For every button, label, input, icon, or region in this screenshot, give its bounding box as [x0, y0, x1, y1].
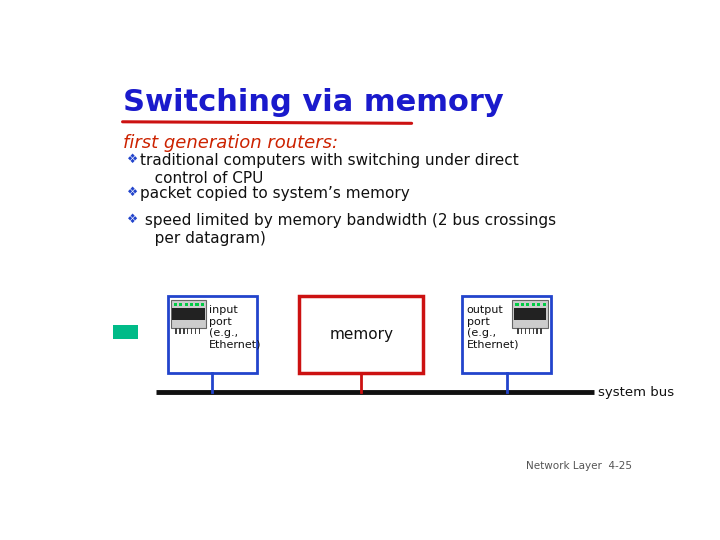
- Bar: [172, 308, 204, 320]
- Bar: [521, 303, 524, 306]
- Bar: [525, 328, 526, 334]
- Text: first generation routers:: first generation routers:: [122, 134, 338, 152]
- Bar: [175, 328, 177, 334]
- Bar: [462, 296, 551, 373]
- Bar: [543, 303, 546, 306]
- Text: Network Layer  4-25: Network Layer 4-25: [526, 461, 632, 471]
- Text: input
port
(e.g.,
Ethernet): input port (e.g., Ethernet): [210, 305, 262, 350]
- Bar: [514, 308, 546, 320]
- Bar: [179, 328, 181, 334]
- Text: traditional computers with switching under direct
   control of CPU: traditional computers with switching und…: [140, 153, 519, 186]
- Bar: [187, 328, 189, 334]
- Bar: [526, 303, 529, 306]
- Text: Switching via memory: Switching via memory: [122, 88, 503, 117]
- Bar: [516, 303, 518, 306]
- Text: ❖: ❖: [127, 213, 138, 226]
- Bar: [536, 328, 538, 334]
- Bar: [179, 303, 182, 306]
- Text: ❖: ❖: [127, 153, 138, 166]
- Bar: [533, 328, 534, 334]
- Bar: [201, 303, 204, 306]
- Bar: [113, 325, 138, 339]
- Bar: [168, 296, 256, 373]
- Bar: [199, 328, 200, 334]
- Bar: [300, 296, 423, 373]
- Bar: [183, 328, 184, 334]
- Bar: [528, 328, 530, 334]
- Bar: [521, 328, 523, 334]
- Bar: [540, 328, 542, 334]
- Text: speed limited by memory bandwidth (2 bus crossings
   per datagram): speed limited by memory bandwidth (2 bus…: [140, 213, 557, 246]
- Bar: [195, 303, 199, 306]
- Bar: [171, 300, 206, 328]
- Bar: [190, 303, 193, 306]
- Bar: [174, 303, 177, 306]
- Text: output
port
(e.g.,
Ethernet): output port (e.g., Ethernet): [467, 305, 519, 350]
- Bar: [513, 300, 548, 328]
- Bar: [517, 328, 518, 334]
- Text: system bus: system bus: [598, 386, 674, 399]
- Bar: [191, 328, 192, 334]
- Bar: [184, 303, 188, 306]
- Text: memory: memory: [329, 327, 393, 342]
- Bar: [194, 328, 196, 334]
- Text: packet copied to system’s memory: packet copied to system’s memory: [140, 186, 410, 201]
- Bar: [537, 303, 540, 306]
- Text: ❖: ❖: [127, 186, 138, 199]
- Bar: [532, 303, 535, 306]
